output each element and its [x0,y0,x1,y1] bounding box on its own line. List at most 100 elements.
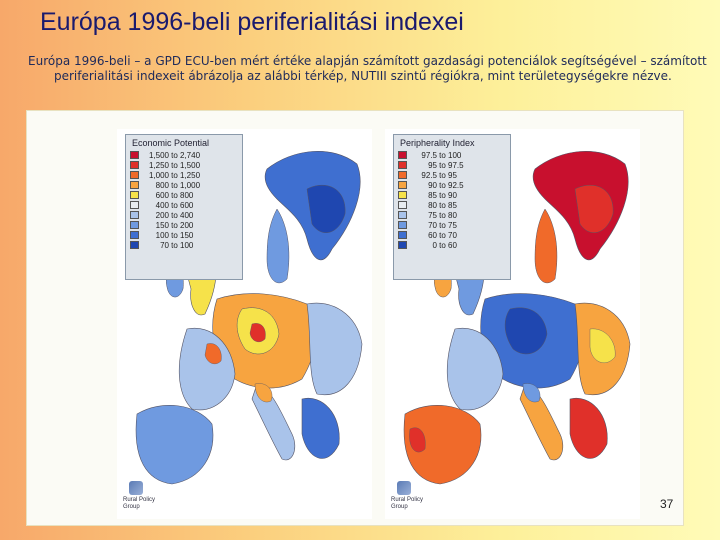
legend-high: 97.5 [448,160,464,170]
legend-to: to [171,240,178,250]
legend-to: to [439,220,446,230]
legend-swatch [130,161,139,169]
legend-high: 200 [180,220,194,230]
legend-swatch [398,231,407,239]
rural-policy-group-logo: Rural Policy Group [391,481,431,515]
legend-to: to [439,190,446,200]
logo-text: Rural Policy Group [123,497,156,510]
peripherality-legend: Peripherality Index 97.5 to 100 95 to 97.5 92.… [393,134,511,280]
legend-high: 95 [448,170,457,180]
legend-row: 600 to 800 [126,190,242,200]
legend-to: to [439,180,446,190]
economic-potential-map-graphic [135,150,363,485]
rural-policy-group-icon [129,481,143,495]
legend-high: 60 [448,240,457,250]
legend-low: 80 [428,200,437,210]
legend-row: 92.5 to 95 [394,170,510,180]
legend-swatch [398,161,407,169]
legend-row: 1,000 to 1,250 [126,170,242,180]
legend-high: 90 [448,190,457,200]
peripherality-legend-rows: 97.5 to 100 95 to 97.5 92.5 to 95 90 to 92.5 85 to 90 8… [394,150,510,250]
peripherality-index-map: Peripherality Index 97.5 to 100 95 to 97.5 92.… [385,129,640,519]
economic-legend-rows: 1,500 to 2,740 1,250 to 1,500 1,000 to 1,250 800 t… [126,150,242,250]
legend-row: 60 to 70 [394,230,510,240]
legend-swatch [130,241,139,249]
slide-body-text: Európa 1996-beli – a GPD ECU-ben mért ér… [28,54,707,83]
logo-text: Rural Policy Group [391,497,424,510]
map-figure: Economic Potential 1,500 to 2,740 1,250 to 1,… [26,110,684,526]
legend-row: 90 to 92.5 [394,180,510,190]
legend-row: 95 to 97.5 [394,160,510,170]
legend-to: to [439,210,446,220]
legend-low: 60 [428,230,437,240]
legend-high: 150 [180,230,194,240]
legend-low: 92.5 [421,170,437,180]
legend-high: 92.5 [448,180,464,190]
legend-to: to [171,170,178,180]
legend-low: 85 [428,190,437,200]
legend-low: 150 [155,220,169,230]
legend-to: to [171,210,178,220]
legend-high: 1,500 [180,160,201,170]
legend-swatch [398,201,407,209]
legend-row: 100 to 150 [126,230,242,240]
legend-low: 90 [428,180,437,190]
legend-low: 95 [428,160,437,170]
legend-row: 70 to 100 [126,240,242,250]
legend-row: 1,250 to 1,500 [126,160,242,170]
legend-low: 70 [428,220,437,230]
legend-swatch [398,151,407,159]
legend-swatch [130,201,139,209]
legend-high: 1,250 [180,170,201,180]
legend-to: to [439,160,446,170]
legend-high: 100 [448,150,462,160]
legend-swatch [398,211,407,219]
economic-legend-title: Economic Potential [132,138,210,148]
legend-swatch [398,171,407,179]
economic-potential-map: Economic Potential 1,500 to 2,740 1,250 to 1,… [117,129,372,519]
legend-row: 400 to 600 [126,200,242,210]
legend-high: 600 [180,200,194,210]
legend-to: to [171,230,178,240]
legend-to: to [439,170,446,180]
legend-row: 97.5 to 100 [394,150,510,160]
slide-title: Európa 1996-beli periferialitási indexei [40,8,464,36]
legend-to: to [439,230,446,240]
legend-to: to [439,240,446,250]
legend-low: 400 [155,200,169,210]
economic-legend: Economic Potential 1,500 to 2,740 1,250 to 1,… [125,134,243,280]
legend-row: 200 to 400 [126,210,242,220]
rural-policy-group-icon [397,481,411,495]
legend-swatch [398,181,407,189]
legend-high: 400 [180,210,194,220]
legend-row: 1,500 to 2,740 [126,150,242,160]
legend-high: 70 [448,230,457,240]
legend-swatch [398,221,407,229]
legend-high: 80 [448,210,457,220]
legend-low: 97.5 [421,150,437,160]
legend-to: to [171,180,178,190]
legend-low: 100 [155,230,169,240]
legend-low: 1,500 [148,150,169,160]
legend-row: 80 to 85 [394,200,510,210]
legend-to: to [439,150,446,160]
legend-swatch [130,151,139,159]
legend-row: 75 to 80 [394,210,510,220]
legend-swatch [130,211,139,219]
legend-row: 85 to 90 [394,190,510,200]
legend-row: 0 to 60 [394,240,510,250]
legend-to: to [171,220,178,230]
legend-swatch [398,191,407,199]
legend-low: 0 [432,240,437,250]
legend-low: 1,250 [148,160,169,170]
legend-swatch [130,181,139,189]
legend-low: 1,000 [148,170,169,180]
page-number: 37 [660,497,674,511]
legend-to: to [171,190,178,200]
legend-high: 85 [448,200,457,210]
legend-to: to [171,200,178,210]
legend-high: 1,000 [180,180,201,190]
legend-high: 800 [180,190,194,200]
legend-high: 100 [180,240,194,250]
legend-swatch [130,171,139,179]
